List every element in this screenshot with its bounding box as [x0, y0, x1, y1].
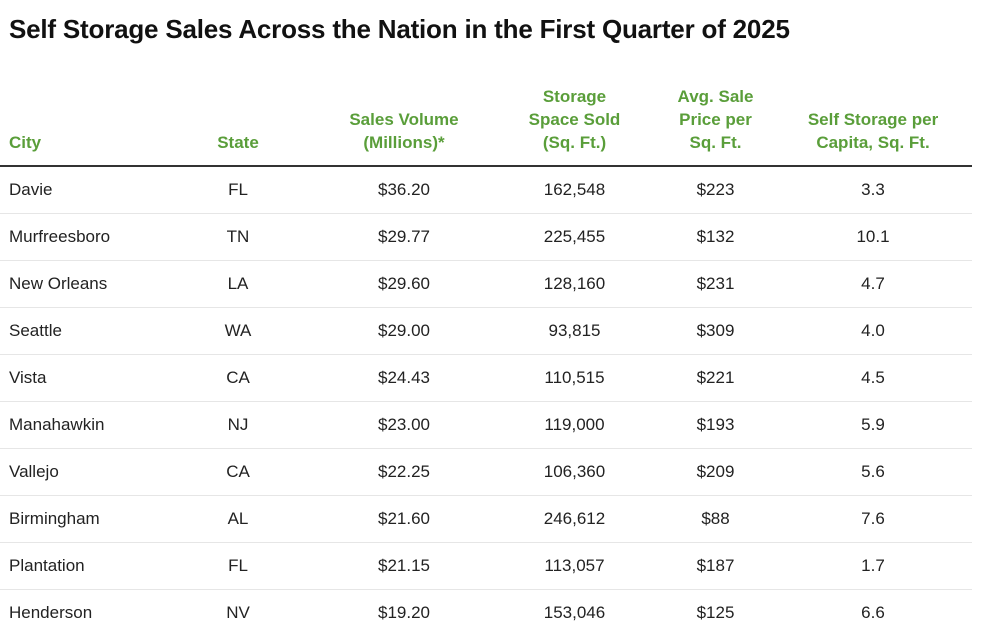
cell-sales-volume: $29.77 [316, 214, 492, 261]
cell-sales-volume: $19.20 [316, 590, 492, 636]
cell-avg-sale-price: $88 [657, 496, 774, 543]
cell-avg-sale-price: $221 [657, 355, 774, 402]
cell-city: Plantation [0, 543, 160, 590]
cell-avg-sale-price: $187 [657, 543, 774, 590]
cell-state: FL [160, 543, 316, 590]
cell-city: Vista [0, 355, 160, 402]
cell-storage-space-sold: 225,455 [492, 214, 657, 261]
cell-city: Vallejo [0, 449, 160, 496]
cell-sales-volume: $36.20 [316, 166, 492, 214]
cell-storage-space-sold: 162,548 [492, 166, 657, 214]
cell-storage-space-sold: 119,000 [492, 402, 657, 449]
cell-state: AL [160, 496, 316, 543]
cell-storage-per-capita: 4.5 [774, 355, 972, 402]
cell-state: LA [160, 261, 316, 308]
cell-state: NV [160, 590, 316, 636]
cell-sales-volume: $23.00 [316, 402, 492, 449]
cell-avg-sale-price: $132 [657, 214, 774, 261]
header-sales-volume: Sales Volume(Millions)* [316, 82, 492, 166]
header-state: State [160, 82, 316, 166]
cell-city: Davie [0, 166, 160, 214]
cell-city: Birmingham [0, 496, 160, 543]
cell-storage-per-capita: 5.9 [774, 402, 972, 449]
cell-sales-volume: $29.60 [316, 261, 492, 308]
chart-title: Self Storage Sales Across the Nation in … [9, 14, 790, 45]
cell-city: Murfreesboro [0, 214, 160, 261]
cell-avg-sale-price: $209 [657, 449, 774, 496]
cell-state: CA [160, 449, 316, 496]
cell-avg-sale-price: $223 [657, 166, 774, 214]
cell-sales-volume: $29.00 [316, 308, 492, 355]
cell-storage-space-sold: 106,360 [492, 449, 657, 496]
cell-avg-sale-price: $193 [657, 402, 774, 449]
cell-sales-volume: $24.43 [316, 355, 492, 402]
cell-city: New Orleans [0, 261, 160, 308]
cell-sales-volume: $21.60 [316, 496, 492, 543]
cell-avg-sale-price: $309 [657, 308, 774, 355]
cell-storage-per-capita: 5.6 [774, 449, 972, 496]
cell-state: WA [160, 308, 316, 355]
cell-storage-per-capita: 7.6 [774, 496, 972, 543]
cell-storage-per-capita: 1.7 [774, 543, 972, 590]
cell-storage-space-sold: 128,160 [492, 261, 657, 308]
cell-state: NJ [160, 402, 316, 449]
cell-sales-volume: $21.15 [316, 543, 492, 590]
cell-state: TN [160, 214, 316, 261]
cell-storage-space-sold: 113,057 [492, 543, 657, 590]
cell-city: Manahawkin [0, 402, 160, 449]
cell-storage-space-sold: 246,612 [492, 496, 657, 543]
cell-avg-sale-price: $231 [657, 261, 774, 308]
cell-storage-per-capita: 6.6 [774, 590, 972, 636]
cell-state: CA [160, 355, 316, 402]
header-city: City [0, 82, 160, 166]
cell-city: Seattle [0, 308, 160, 355]
cell-storage-per-capita: 3.3 [774, 166, 972, 214]
cell-storage-space-sold: 153,046 [492, 590, 657, 636]
cell-avg-sale-price: $125 [657, 590, 774, 636]
cell-state: FL [160, 166, 316, 214]
cell-storage-space-sold: 93,815 [492, 308, 657, 355]
cell-city: Henderson [0, 590, 160, 636]
cell-storage-per-capita: 4.0 [774, 308, 972, 355]
cell-storage-space-sold: 110,515 [492, 355, 657, 402]
cell-sales-volume: $22.25 [316, 449, 492, 496]
cell-storage-per-capita: 4.7 [774, 261, 972, 308]
cell-storage-per-capita: 10.1 [774, 214, 972, 261]
